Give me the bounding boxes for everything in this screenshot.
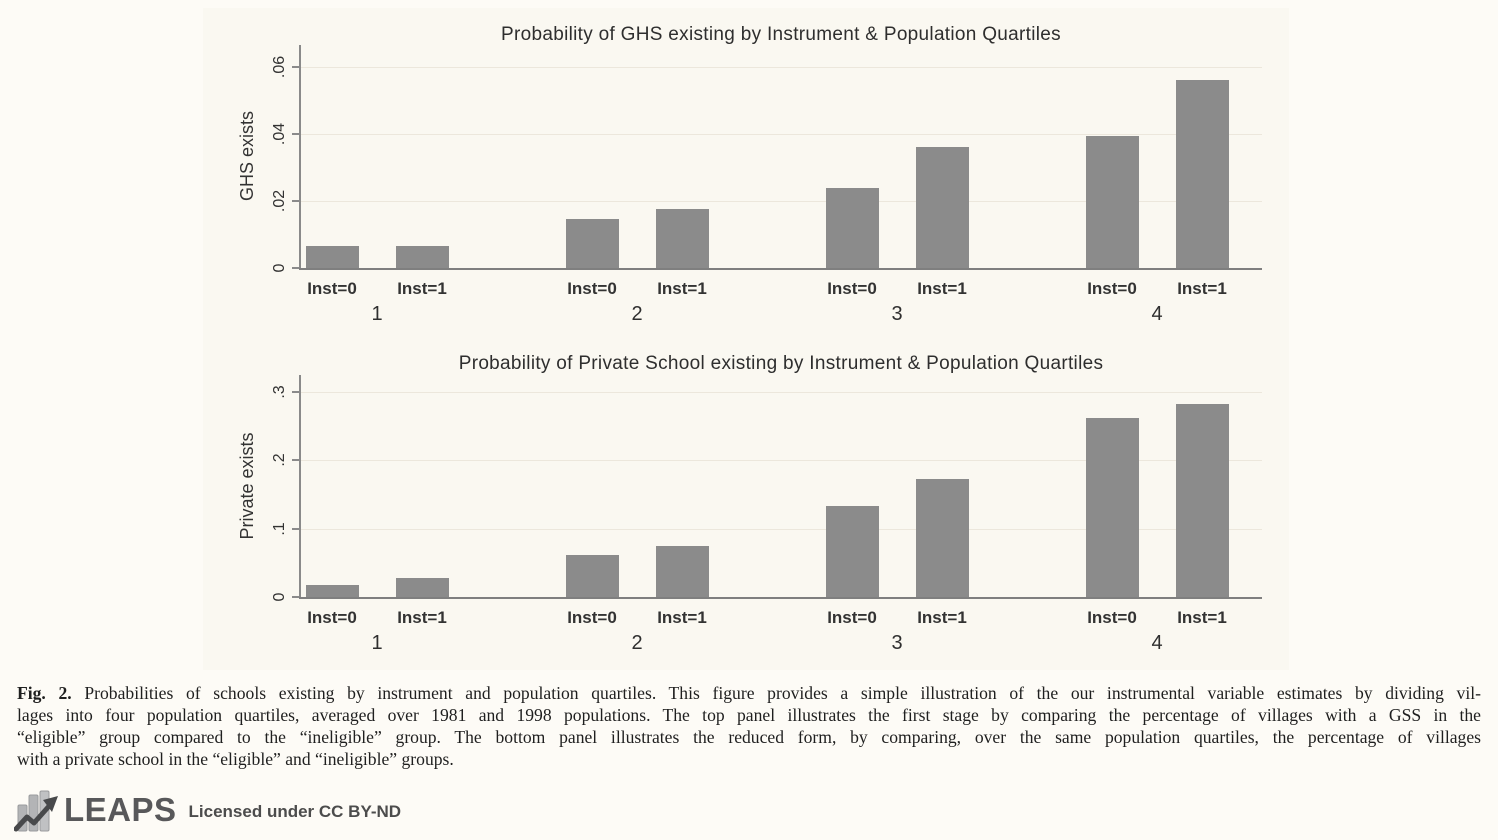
- x-axis-bar-label: Inst=1: [397, 608, 447, 627]
- bar-Inst=1-quartile-1: [396, 246, 449, 268]
- x-axis-bar-label: Inst=1: [1177, 279, 1227, 298]
- plot-area: 0 .02 .04 .06 Inst=0 Inst=1 1 Inst=0 Inst=1 2 Inst…: [230, 18, 1290, 343]
- x-axis-bar-label: Inst=0: [567, 608, 617, 627]
- y-tick-mark: [292, 133, 300, 135]
- x-axis-quartile-label: 1: [371, 303, 383, 325]
- x-axis-bar-label: Inst=0: [307, 279, 357, 298]
- bar-Inst=0-quartile-4: [1086, 136, 1139, 268]
- caption-line: lages into four population quartiles, av…: [17, 705, 1481, 725]
- private-school-chart: Probability of Private School existing b…: [230, 348, 1290, 673]
- caption-line: “eligible” group compared to the “inelig…: [17, 727, 1481, 747]
- bar-Inst=0-quartile-2: [566, 219, 619, 268]
- caption-line: with a private school in the “eligible” …: [17, 749, 454, 769]
- y-tick-label: .1: [271, 522, 288, 536]
- x-axis-bar-label: Inst=1: [917, 608, 967, 627]
- y-tick-mark: [292, 66, 300, 68]
- y-tick-label: 0: [271, 592, 288, 602]
- x-axis-bar-label: Inst=1: [397, 279, 447, 298]
- x-axis-bar-label: Inst=1: [1177, 608, 1227, 627]
- license-text: Licensed under CC BY-ND: [188, 802, 402, 821]
- x-axis-line: [299, 597, 1262, 599]
- bar-Inst=1-quartile-3: [916, 147, 969, 268]
- y-tick-label: 0: [271, 263, 288, 273]
- gridline: [301, 67, 1262, 68]
- leaps-logo-icon: [14, 790, 58, 832]
- bar-Inst=1-quartile-3: [916, 479, 969, 597]
- chart-title: Probability of GHS existing by Instrumen…: [501, 24, 1061, 45]
- footer: LEAPS Licensed under CC BY-ND: [14, 786, 401, 834]
- x-axis-bar-label: Inst=1: [657, 279, 707, 298]
- bar-Inst=0-quartile-3: [826, 188, 879, 268]
- figure-label: Fig. 2.: [17, 683, 72, 703]
- plot-area: 0 .1 .2 .3 Inst=0 Inst=1 1 Inst=0 Inst=1 2 Inst=0 I…: [230, 348, 1290, 673]
- x-axis-quartile-label: 2: [631, 303, 643, 325]
- y-tick-mark: [292, 528, 300, 530]
- x-axis-bar-label: Inst=0: [1087, 279, 1137, 298]
- x-axis-bar-label: Inst=0: [1087, 608, 1137, 627]
- ghs-chart: Probability of GHS existing by Instrumen…: [230, 18, 1290, 343]
- y-tick-mark: [292, 200, 300, 202]
- y-tick-label: .06: [271, 55, 288, 79]
- bar-Inst=0-quartile-1: [306, 585, 359, 597]
- bar-Inst=0-quartile-3: [826, 506, 879, 597]
- chart-title: Probability of Private School existing b…: [458, 353, 1104, 374]
- x-axis-bar-label: Inst=0: [827, 608, 877, 627]
- y-tick-mark: [292, 267, 300, 269]
- gridline: [301, 392, 1262, 393]
- gridline: [301, 134, 1262, 135]
- y-tick-label: .04: [271, 122, 288, 146]
- gridline: [301, 201, 1262, 202]
- y-axis-spine: [299, 375, 301, 597]
- bar-Inst=0-quartile-1: [306, 246, 359, 268]
- x-axis-line: [299, 268, 1262, 270]
- bar-Inst=0-quartile-4: [1086, 418, 1139, 597]
- x-axis-bar-label: Inst=1: [657, 608, 707, 627]
- gridline: [301, 460, 1262, 461]
- x-axis-quartile-label: 4: [1151, 303, 1163, 325]
- bar-Inst=1-quartile-4: [1176, 404, 1229, 597]
- x-axis-quartile-label: 2: [631, 632, 643, 654]
- bar-Inst=1-quartile-4: [1176, 80, 1229, 268]
- x-axis-quartile-label: 3: [891, 303, 903, 325]
- x-axis-bar-label: Inst=0: [567, 279, 617, 298]
- y-tick-mark: [292, 391, 300, 393]
- bar-Inst=1-quartile-1: [396, 578, 449, 597]
- y-tick-mark: [292, 459, 300, 461]
- bar-Inst=1-quartile-2: [656, 209, 709, 268]
- leaps-logo-text: LEAPS: [64, 791, 177, 828]
- caption-text: Probabilities of schools existing by ins…: [84, 683, 1481, 703]
- gridline: [301, 529, 1262, 530]
- x-axis-bar-label: Inst=1: [917, 279, 967, 298]
- x-axis-quartile-label: 4: [1151, 632, 1163, 654]
- y-tick-label: .3: [271, 385, 288, 399]
- x-axis-bar-label: Inst=0: [827, 279, 877, 298]
- y-tick-mark: [292, 596, 300, 598]
- bar-Inst=1-quartile-2: [656, 546, 709, 597]
- y-tick-label: .2: [271, 453, 288, 467]
- x-axis-quartile-label: 1: [371, 632, 383, 654]
- y-axis-spine: [299, 45, 301, 268]
- caption-line: Fig. 2. Probabilities of schools existin…: [17, 682, 1481, 704]
- y-tick-label: .02: [271, 189, 288, 213]
- x-axis-bar-label: Inst=0: [307, 608, 357, 627]
- bar-Inst=0-quartile-2: [566, 555, 619, 597]
- x-axis-quartile-label: 3: [891, 632, 903, 654]
- figure-caption: Fig. 2. Probabilities of schools existin…: [17, 682, 1481, 770]
